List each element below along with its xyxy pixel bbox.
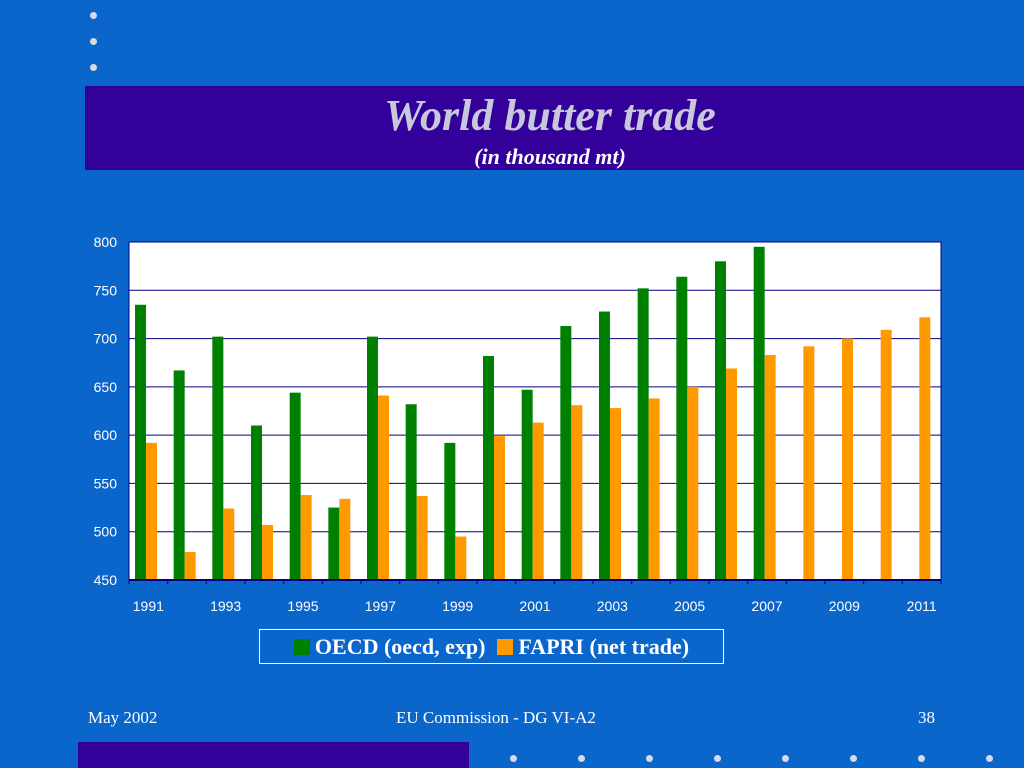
- decorative-dot: [90, 38, 97, 45]
- bar-fapri: [842, 338, 853, 580]
- slide-title: World butter trade: [384, 91, 716, 140]
- footer-date: May 2002: [88, 708, 158, 727]
- bar-fapri: [919, 317, 931, 580]
- bar-fapri: [223, 508, 235, 580]
- bar-fapri: [378, 395, 389, 580]
- bar-fapri: [146, 442, 157, 580]
- x-tick-label: 2001: [519, 598, 550, 614]
- bar-oecd: [135, 304, 146, 580]
- x-tick-label: 2007: [751, 598, 782, 614]
- bar-fapri: [687, 386, 699, 580]
- bar-fapri: [532, 422, 544, 580]
- y-tick-label: 750: [94, 282, 118, 298]
- bar-fapri: [184, 551, 196, 580]
- decorative-dot: [850, 755, 857, 762]
- bar-oecd: [676, 276, 688, 580]
- y-tick-label: 650: [94, 379, 118, 395]
- title-band: World butter trade (in thousand mt): [85, 86, 1024, 170]
- bar-fapri: [880, 329, 892, 580]
- bar-fapri: [416, 495, 428, 580]
- bar-oecd: [637, 288, 649, 580]
- decorative-dot: [578, 755, 585, 762]
- x-tick-label: 1995: [287, 598, 318, 614]
- decorative-dot: [986, 755, 993, 762]
- x-tick-label: 2009: [829, 598, 860, 614]
- bottom-band: [78, 742, 469, 768]
- x-tick-label: 2011: [907, 598, 937, 614]
- decorative-dot: [90, 64, 97, 71]
- x-tick-label: 1991: [133, 598, 164, 614]
- bar-oecd: [367, 336, 378, 580]
- legend-label-fapri: FAPRI (net trade): [518, 633, 690, 659]
- bar-fapri: [262, 524, 273, 580]
- bar-oecd: [405, 404, 417, 580]
- decorative-dot: [918, 755, 925, 762]
- slide-subtitle: (in thousand mt): [474, 144, 626, 169]
- y-tick-label: 800: [94, 234, 118, 250]
- footer-page-number: 38: [918, 708, 935, 727]
- bar-oecd: [251, 425, 262, 580]
- bar-oecd: [328, 507, 340, 580]
- chart-legend: OECD (oecd, exp) FAPRI (net trade): [259, 629, 724, 664]
- legend-item-oecd: OECD (oecd, exp): [293, 633, 486, 660]
- bar-oecd: [521, 389, 533, 580]
- plot-border: [128, 241, 942, 581]
- legend-swatch-oecd: [293, 638, 310, 655]
- y-tick-label: 450: [94, 572, 118, 588]
- bar-oecd: [715, 261, 726, 580]
- bar-oecd: [173, 370, 185, 580]
- y-tick-label: 550: [94, 475, 118, 491]
- decorative-dot: [510, 755, 517, 762]
- x-tick-label: 1999: [442, 598, 473, 614]
- bar-oecd: [289, 392, 301, 580]
- bar-oecd: [444, 442, 456, 580]
- bar-fapri: [803, 346, 815, 580]
- bar-fapri: [726, 368, 737, 580]
- x-tick-label: 1993: [210, 598, 241, 614]
- legend-item-fapri: FAPRI (net trade): [497, 634, 689, 660]
- x-tick-label: 2005: [674, 598, 705, 614]
- bar-fapri: [494, 436, 505, 580]
- bar-fapri: [648, 398, 660, 580]
- bar-fapri: [300, 495, 312, 580]
- bar-oecd: [560, 326, 572, 580]
- bar-fapri: [571, 405, 583, 580]
- bar-fapri: [455, 536, 467, 580]
- y-tick-label: 500: [94, 524, 118, 540]
- bar-fapri: [764, 354, 776, 580]
- bar-oecd: [212, 336, 224, 580]
- legend-label-oecd: OECD (oecd, exp): [314, 633, 486, 659]
- bar-fapri: [610, 408, 621, 580]
- x-tick-label: 2003: [597, 598, 628, 614]
- decorative-dot: [782, 755, 789, 762]
- footer-organization: EU Commission - DG VI-A2: [396, 708, 596, 727]
- legend-swatch-fapri: [497, 638, 514, 655]
- decorative-dot: [90, 12, 97, 19]
- bar-oecd: [483, 355, 494, 580]
- decorative-dot: [646, 755, 653, 762]
- bar-oecd: [599, 311, 610, 580]
- x-tick-label: 1997: [365, 598, 396, 614]
- y-tick-label: 700: [94, 331, 118, 347]
- bar-oecd: [753, 246, 765, 581]
- bar-fapri: [339, 498, 351, 580]
- y-tick-label: 600: [94, 427, 118, 443]
- decorative-dot: [714, 755, 721, 762]
